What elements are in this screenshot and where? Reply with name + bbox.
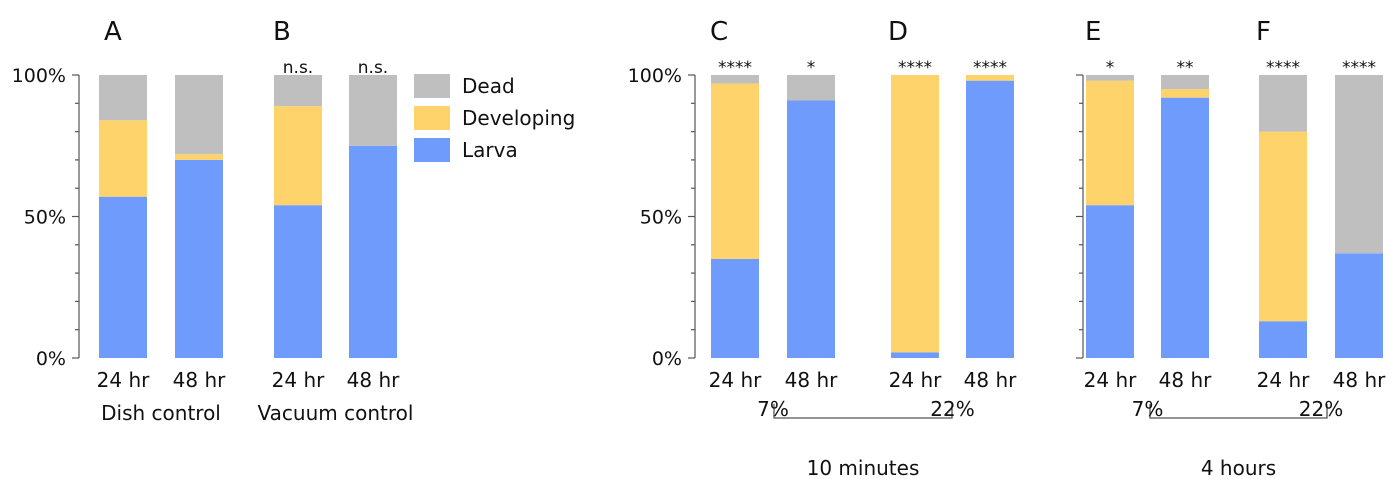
x-category-label: 48 hr bbox=[964, 368, 1017, 392]
bar-segment-larva bbox=[966, 80, 1014, 358]
bar-segment-larva bbox=[175, 159, 223, 358]
y-tick-label: 100% bbox=[628, 65, 682, 87]
bar-segment-dead bbox=[99, 75, 147, 121]
group-label: 22% bbox=[930, 397, 974, 421]
bracket-label: 10 minutes bbox=[807, 456, 920, 479]
bar-segment-larva bbox=[891, 352, 939, 358]
panel-letter-c: C bbox=[710, 17, 728, 47]
bar-segment-developing bbox=[891, 75, 939, 353]
bar-segment-developing bbox=[99, 120, 147, 197]
x-category-label: 24 hr bbox=[889, 368, 942, 392]
panel-letter-f: F bbox=[1256, 17, 1271, 47]
bar-segment-larva bbox=[1086, 205, 1134, 358]
panel-letter-e: E bbox=[1085, 17, 1101, 47]
significance-label: * bbox=[807, 58, 816, 78]
x-category-label: 24 hr bbox=[1084, 368, 1137, 392]
bar-segment-dead bbox=[1086, 75, 1134, 81]
bar-segment-larva bbox=[99, 196, 147, 358]
bar-segment-developing bbox=[175, 154, 223, 160]
panel-letter-d: D bbox=[888, 17, 908, 47]
bar-segment-dead bbox=[274, 75, 322, 107]
legend-label-developing: Developing bbox=[462, 106, 575, 130]
x-category-label: 24 hr bbox=[709, 368, 762, 392]
significance-label: **** bbox=[973, 58, 1007, 78]
x-category-label: 24 hr bbox=[272, 368, 325, 392]
axes-layer bbox=[72, 74, 1328, 419]
x-category-label: 24 hr bbox=[97, 368, 150, 392]
significance-label: n.s. bbox=[358, 58, 388, 78]
bar-segment-dead bbox=[175, 75, 223, 155]
y-tick-label: 0% bbox=[36, 348, 66, 370]
legend-swatch-dead bbox=[414, 74, 450, 98]
bar-segment-larva bbox=[1335, 253, 1383, 358]
significance-label: **** bbox=[1266, 58, 1300, 78]
bar-segment-larva bbox=[1161, 97, 1209, 358]
time-bracket bbox=[773, 404, 953, 419]
x-category-label: 48 hr bbox=[1159, 368, 1212, 392]
x-category-label: 48 hr bbox=[347, 368, 400, 392]
legend-label-larva: Larva bbox=[462, 138, 518, 162]
labels-layer: 100% 50% 0% 100% 50% 0% A 24 hr 48 hr Dish contro… bbox=[12, 17, 1386, 479]
group-label: 7% bbox=[1132, 397, 1164, 421]
bar-segment-developing bbox=[1259, 131, 1307, 322]
significance-label: **** bbox=[898, 58, 932, 78]
bar-segment-larva bbox=[349, 145, 397, 358]
bar-segment-larva bbox=[787, 100, 835, 358]
y-tick-label: 50% bbox=[640, 207, 682, 229]
legend: Dead Developing Larva bbox=[414, 74, 575, 162]
significance-label: **** bbox=[718, 58, 752, 78]
significance-label: **** bbox=[1342, 58, 1376, 78]
group-label: 22% bbox=[1299, 397, 1343, 421]
bar-segment-developing bbox=[1086, 80, 1134, 206]
significance-label: n.s. bbox=[283, 58, 313, 78]
bar-segment-developing bbox=[274, 106, 322, 206]
x-category-label: 48 hr bbox=[1333, 368, 1386, 392]
legend-swatch-larva bbox=[414, 138, 450, 162]
significance-label: * bbox=[1106, 58, 1115, 78]
significance-label: ** bbox=[1177, 58, 1194, 78]
panel-letter-a: A bbox=[104, 17, 122, 47]
bar-segment-developing bbox=[1161, 89, 1209, 98]
legend-swatch-developing bbox=[414, 106, 450, 130]
bar-segment-larva bbox=[711, 258, 759, 358]
legend-label-dead: Dead bbox=[462, 74, 515, 98]
x-category-label: 48 hr bbox=[173, 368, 226, 392]
bar-segment-developing bbox=[711, 83, 759, 259]
bars-layer bbox=[99, 75, 1383, 358]
bar-segment-developing bbox=[966, 75, 1014, 81]
bar-segment-larva bbox=[1259, 321, 1307, 358]
group-label: 7% bbox=[757, 397, 789, 421]
time-bracket bbox=[1149, 404, 1328, 419]
bar-segment-dead bbox=[711, 75, 759, 84]
y-tick-label: 100% bbox=[12, 65, 66, 87]
x-category-label: 48 hr bbox=[785, 368, 838, 392]
x-category-label: 24 hr bbox=[1257, 368, 1310, 392]
bar-segment-larva bbox=[274, 205, 322, 358]
bar-segment-dead bbox=[1259, 75, 1307, 132]
bar-segment-dead bbox=[1335, 75, 1383, 254]
y-tick-label: 50% bbox=[24, 207, 66, 229]
group-label: Vacuum control bbox=[258, 401, 414, 425]
y-tick-label: 0% bbox=[652, 348, 682, 370]
group-label: Dish control bbox=[101, 401, 221, 425]
bracket-label: 4 hours bbox=[1201, 456, 1276, 479]
bar-segment-dead bbox=[1161, 75, 1209, 90]
panel-letter-b: B bbox=[273, 17, 291, 47]
bar-segment-dead bbox=[349, 75, 397, 146]
bar-segment-dead bbox=[787, 75, 835, 101]
